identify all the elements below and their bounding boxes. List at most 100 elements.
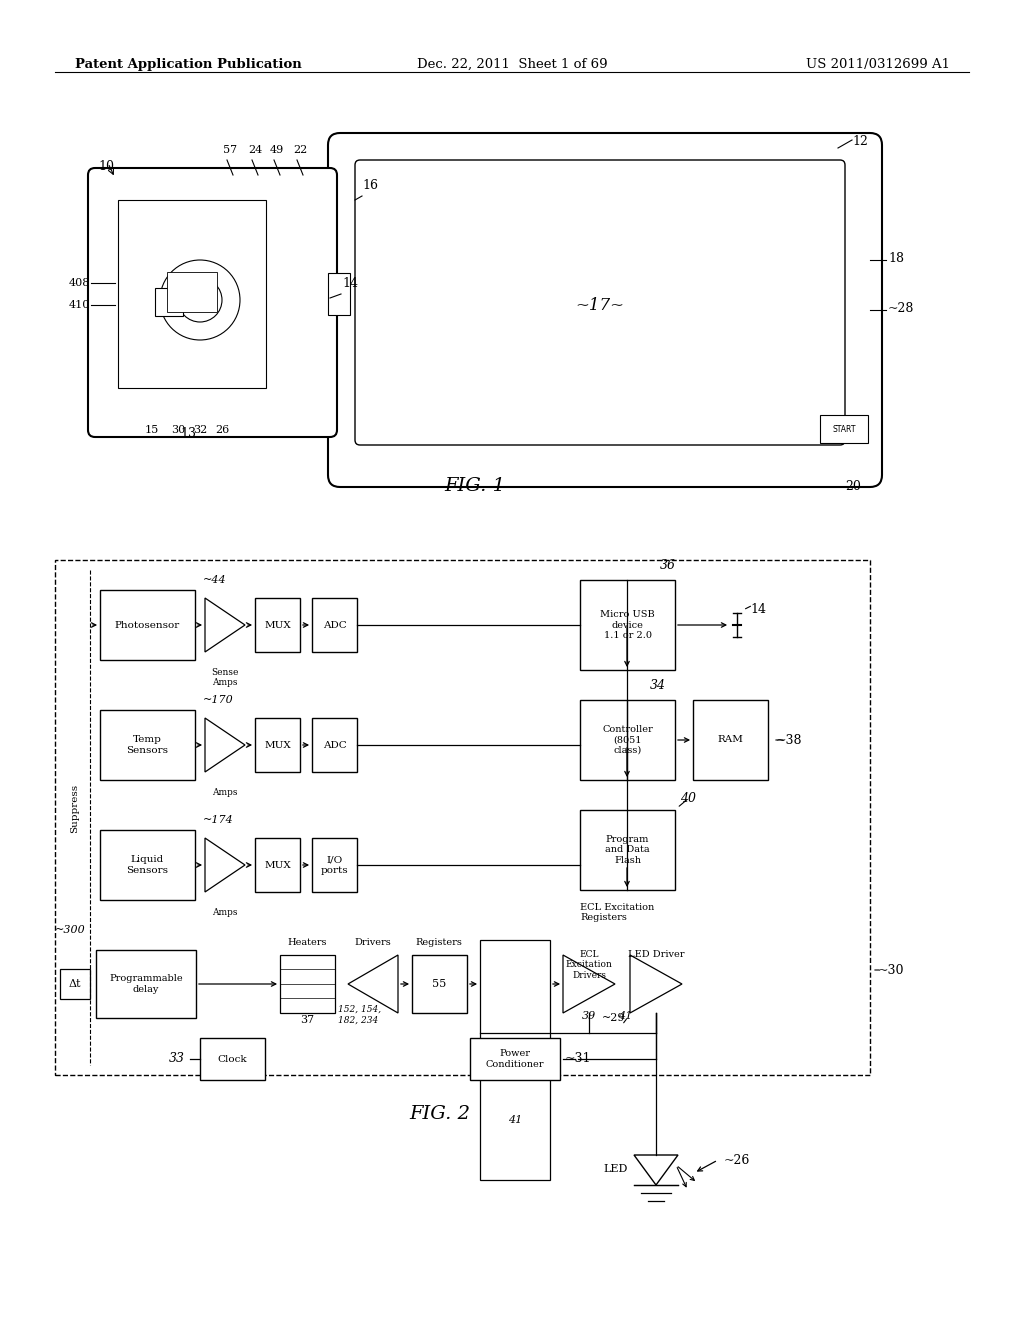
FancyBboxPatch shape [88, 168, 337, 437]
Text: 41: 41 [618, 1011, 632, 1020]
Text: 14: 14 [750, 603, 766, 616]
Bar [412, 954, 467, 1012]
Text: ~26: ~26 [724, 1154, 751, 1167]
Bar [100, 830, 195, 900]
Text: 57: 57 [223, 145, 238, 154]
Text: 40: 40 [680, 792, 696, 805]
Text: 55: 55 [432, 979, 446, 989]
Polygon shape [205, 838, 245, 892]
Polygon shape [205, 598, 245, 652]
Text: Micro USB
device
1.1 or 2.0: Micro USB device 1.1 or 2.0 [600, 610, 655, 640]
Bar [312, 718, 357, 772]
Text: ADC: ADC [323, 741, 346, 750]
Text: Temp
Sensors: Temp Sensors [127, 735, 169, 755]
Text: ADC: ADC [323, 620, 346, 630]
Text: Power
Conditioner: Power Conditioner [485, 1049, 544, 1069]
Bar [470, 1038, 560, 1080]
Text: ~300: ~300 [55, 925, 86, 935]
Text: 36: 36 [660, 558, 676, 572]
Text: Photosensor: Photosensor [115, 620, 180, 630]
Text: 410: 410 [69, 300, 90, 310]
Text: 12: 12 [852, 135, 868, 148]
Polygon shape [563, 954, 615, 1012]
Text: FIG. 1: FIG. 1 [444, 477, 506, 495]
Bar [167, 272, 217, 312]
Text: 14: 14 [342, 277, 358, 290]
Text: RAM: RAM [718, 735, 743, 744]
Bar [255, 598, 300, 652]
Text: ~29: ~29 [601, 1012, 625, 1023]
Text: MUX: MUX [264, 741, 291, 750]
Text: Amps: Amps [212, 908, 238, 917]
Bar [96, 950, 196, 1018]
Text: MUX: MUX [264, 861, 291, 870]
Text: LED: LED [603, 1164, 628, 1173]
Bar [580, 579, 675, 671]
Bar [580, 700, 675, 780]
Bar [693, 700, 768, 780]
Text: ~28: ~28 [888, 301, 914, 314]
Bar [100, 710, 195, 780]
Text: 34: 34 [650, 678, 666, 692]
Text: 13: 13 [180, 426, 196, 440]
FancyBboxPatch shape [328, 133, 882, 487]
FancyBboxPatch shape [355, 160, 845, 445]
Text: 26: 26 [215, 425, 229, 436]
Circle shape [160, 260, 240, 341]
Text: Programmable
delay: Programmable delay [110, 974, 183, 994]
Text: US 2011/0312699 A1: US 2011/0312699 A1 [806, 58, 950, 71]
Polygon shape [634, 1155, 678, 1185]
Text: ECL
Excitation
Drivers: ECL Excitation Drivers [565, 950, 612, 979]
Text: 408: 408 [69, 279, 90, 288]
Text: I/O
ports: I/O ports [321, 855, 348, 875]
Bar [580, 810, 675, 890]
Bar [820, 414, 868, 444]
Text: 22: 22 [293, 145, 307, 154]
Circle shape [178, 279, 222, 322]
Bar [328, 273, 350, 315]
Bar [60, 969, 90, 999]
Polygon shape [205, 718, 245, 772]
Text: START: START [833, 425, 856, 433]
Text: ~30: ~30 [878, 964, 904, 977]
Text: 39: 39 [582, 1011, 596, 1020]
Text: Controller
(8051
class): Controller (8051 class) [602, 725, 653, 755]
Bar [280, 954, 335, 1012]
Text: 37: 37 [300, 1015, 314, 1026]
Text: ~17~: ~17~ [575, 297, 625, 314]
Text: 16: 16 [362, 180, 378, 191]
Text: Amps: Amps [212, 788, 238, 797]
Bar [255, 838, 300, 892]
Text: Sense
Amps: Sense Amps [211, 668, 239, 688]
Bar [312, 838, 357, 892]
Bar [155, 288, 183, 315]
Text: 152, 154,
182, 234: 152, 154, 182, 234 [338, 1005, 381, 1024]
Text: 18: 18 [888, 252, 904, 264]
Text: 30: 30 [171, 425, 185, 436]
Text: Drivers: Drivers [354, 939, 391, 946]
Text: Program
and Data
Flash: Program and Data Flash [605, 836, 650, 865]
Text: 24: 24 [248, 145, 262, 154]
Bar [55, 560, 870, 1074]
Text: Clock: Clock [218, 1055, 248, 1064]
Text: ~174: ~174 [203, 814, 233, 825]
Text: Heaters: Heaters [288, 939, 327, 946]
Text: ~31: ~31 [565, 1052, 592, 1065]
Text: ~44: ~44 [203, 576, 226, 585]
Text: 32: 32 [193, 425, 207, 436]
Bar [200, 1038, 265, 1080]
Text: 10: 10 [98, 160, 114, 173]
Text: 20: 20 [845, 480, 861, 492]
Bar [312, 598, 357, 652]
Text: 41: 41 [508, 1115, 522, 1125]
Text: ~170: ~170 [203, 696, 233, 705]
Bar [480, 940, 550, 1180]
Bar [100, 590, 195, 660]
Bar [118, 201, 266, 388]
Text: Dec. 22, 2011  Sheet 1 of 69: Dec. 22, 2011 Sheet 1 of 69 [417, 58, 607, 71]
Polygon shape [348, 954, 398, 1012]
Polygon shape [630, 954, 682, 1012]
Text: Suppress: Suppress [71, 784, 80, 833]
Text: ECL Excitation
Registers: ECL Excitation Registers [580, 903, 654, 923]
Text: Registers: Registers [416, 939, 463, 946]
